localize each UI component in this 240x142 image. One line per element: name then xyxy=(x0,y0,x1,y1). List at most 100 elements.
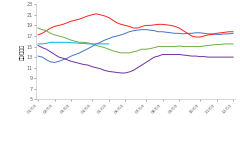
2019 xyxy=(37,43,40,45)
2016 xyxy=(169,25,172,26)
2017 xyxy=(74,40,77,42)
2018 xyxy=(82,64,85,65)
2017 xyxy=(132,51,135,53)
2017 xyxy=(144,48,147,50)
2016 xyxy=(165,24,168,26)
2015 xyxy=(132,30,135,32)
2018 xyxy=(190,55,193,57)
2016 xyxy=(128,26,131,27)
2017 xyxy=(120,52,122,54)
2016 xyxy=(161,23,164,25)
2016 xyxy=(107,17,110,18)
2017 xyxy=(149,48,152,50)
2019 xyxy=(107,43,110,45)
2018 xyxy=(203,56,205,57)
2016 xyxy=(49,27,52,29)
2018 xyxy=(86,64,89,66)
2015 xyxy=(128,31,131,33)
2017 xyxy=(115,51,118,53)
2017 xyxy=(61,36,64,38)
2017 xyxy=(66,38,69,39)
2015 xyxy=(37,55,40,57)
Line: 2016: 2016 xyxy=(38,14,233,37)
2018 xyxy=(165,54,168,55)
2018 xyxy=(223,56,226,58)
2018 xyxy=(215,56,218,58)
2018 xyxy=(70,60,73,62)
2018 xyxy=(90,66,93,67)
2017 xyxy=(228,43,230,45)
2018 xyxy=(144,61,147,63)
2017 xyxy=(78,41,81,43)
2016 xyxy=(211,34,214,35)
2017 xyxy=(169,46,172,47)
2016 xyxy=(207,34,210,36)
2016 xyxy=(194,36,197,38)
2017 xyxy=(45,30,48,32)
2019 xyxy=(86,43,89,45)
2015 xyxy=(207,33,210,35)
2016 xyxy=(203,35,205,37)
2018 xyxy=(207,56,210,58)
2016 xyxy=(41,33,44,34)
2016 xyxy=(111,19,114,21)
2015 xyxy=(211,33,214,35)
2017 xyxy=(161,46,164,47)
2019 xyxy=(103,43,106,45)
2017 xyxy=(124,52,127,54)
2018 xyxy=(211,56,214,58)
2017 xyxy=(136,50,139,52)
Line: 2019: 2019 xyxy=(38,42,109,44)
2017 xyxy=(157,46,160,47)
2019 xyxy=(49,41,52,43)
2018 xyxy=(194,55,197,57)
2018 xyxy=(115,72,118,73)
2015 xyxy=(219,34,222,35)
2015 xyxy=(120,34,122,36)
2016 xyxy=(37,34,40,36)
2016 xyxy=(182,30,185,32)
2016 xyxy=(190,35,193,37)
2016 xyxy=(132,27,135,29)
2018 xyxy=(232,56,234,58)
2015 xyxy=(161,31,164,33)
2016 xyxy=(153,24,156,26)
2016 xyxy=(99,14,102,16)
2017 xyxy=(165,46,168,47)
2018 xyxy=(57,56,60,58)
2018 xyxy=(99,68,102,70)
2015 xyxy=(111,36,114,38)
2015 xyxy=(103,39,106,41)
2016 xyxy=(90,14,93,16)
2016 xyxy=(70,20,73,22)
2015 xyxy=(82,50,85,52)
2018 xyxy=(132,69,135,71)
2015 xyxy=(215,34,218,35)
2015 xyxy=(74,54,77,55)
2019 xyxy=(78,42,81,44)
2017 xyxy=(99,46,102,47)
2019 xyxy=(66,41,69,43)
2018 xyxy=(198,56,201,57)
2015 xyxy=(115,35,118,37)
2015 xyxy=(157,31,160,33)
2015 xyxy=(66,57,69,59)
2016 xyxy=(53,26,56,27)
2016 xyxy=(223,31,226,33)
2017 xyxy=(82,41,85,43)
2017 xyxy=(49,33,52,34)
2015 xyxy=(140,29,143,31)
2017 xyxy=(86,42,89,44)
2015 xyxy=(144,29,147,31)
2015 xyxy=(186,33,189,34)
2017 xyxy=(57,35,60,37)
2019 xyxy=(61,41,64,43)
2019 xyxy=(41,43,44,45)
2015 xyxy=(53,61,56,63)
2017 xyxy=(41,29,44,31)
2015 xyxy=(194,32,197,34)
2016 xyxy=(86,15,89,17)
2015 xyxy=(61,59,64,61)
2018 xyxy=(74,61,77,63)
2017 xyxy=(153,47,156,48)
